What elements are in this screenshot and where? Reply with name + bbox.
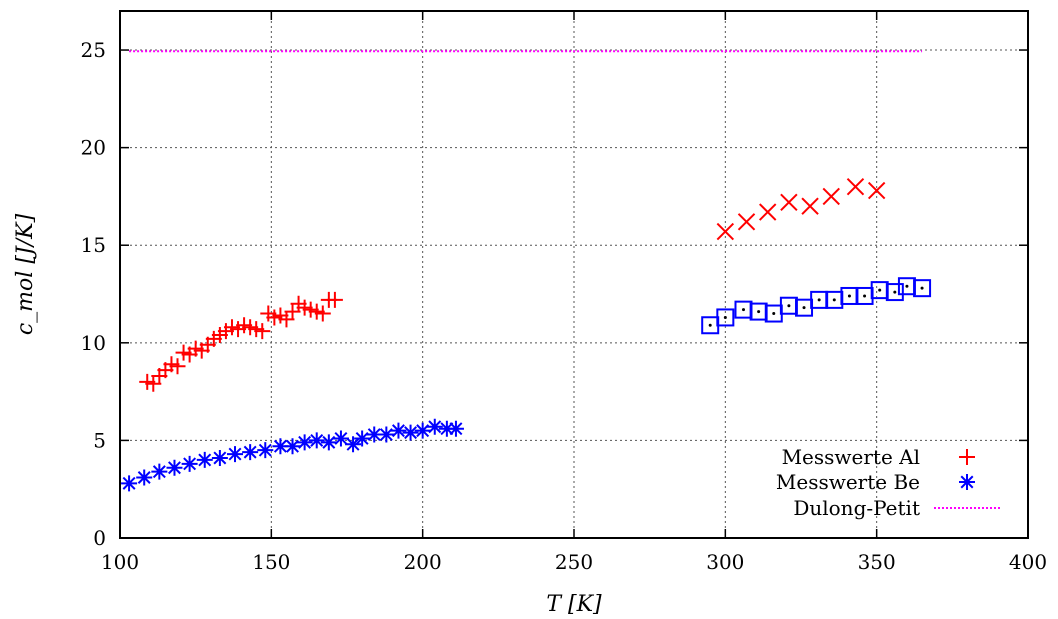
be-square-marker bbox=[897, 277, 916, 296]
square-center-dot bbox=[772, 312, 776, 316]
legend-label: Messwerte Al bbox=[782, 445, 920, 469]
be-star-marker bbox=[354, 430, 371, 447]
square-outline bbox=[885, 283, 904, 302]
al-plus-marker bbox=[314, 305, 331, 322]
square-center-dot bbox=[878, 288, 882, 292]
be-star-marker bbox=[426, 418, 443, 435]
be-star-marker bbox=[308, 432, 325, 449]
be-star-marker bbox=[227, 446, 244, 463]
al-cross-marker bbox=[867, 181, 886, 200]
be-square-marker bbox=[795, 298, 814, 317]
square-center-dot bbox=[847, 294, 851, 298]
x-tick-label: 250 bbox=[555, 550, 593, 574]
be-square-marker bbox=[734, 300, 753, 319]
be-star-marker bbox=[196, 451, 213, 468]
square-center-dot bbox=[893, 290, 897, 294]
square-center-dot bbox=[905, 284, 909, 288]
x-tick-label: 400 bbox=[1009, 550, 1047, 574]
be-star-marker bbox=[345, 436, 362, 453]
be-square-marker bbox=[870, 281, 889, 300]
square-center-dot bbox=[741, 308, 745, 312]
x-tick-label: 200 bbox=[404, 550, 442, 574]
al-plus-marker bbox=[169, 358, 186, 375]
x-tick-label: 300 bbox=[706, 550, 744, 574]
be-star-marker bbox=[136, 469, 153, 486]
al-cross-marker bbox=[716, 222, 735, 241]
be-star-marker bbox=[242, 444, 259, 461]
be-star-marker bbox=[320, 434, 337, 451]
al-cross-marker bbox=[737, 213, 756, 231]
be-star-marker bbox=[257, 442, 274, 459]
y-tick-label: 25 bbox=[81, 38, 106, 62]
al-cross-marker bbox=[846, 177, 865, 196]
square-outline bbox=[913, 279, 932, 298]
be-star-marker bbox=[378, 426, 395, 443]
square-center-dot bbox=[708, 323, 712, 327]
square-center-dot bbox=[787, 304, 791, 308]
y-tick-label: 15 bbox=[81, 233, 106, 257]
be-square-marker bbox=[779, 296, 798, 315]
axis-ticks: 100 150 200 250 300 350 400 0 5 10 15 20 25 bbox=[81, 11, 1047, 574]
al-plus-marker bbox=[254, 323, 271, 340]
x-tick-label: 100 bbox=[101, 550, 139, 574]
be-star-marker bbox=[390, 422, 407, 439]
legend-label: Dulong-Petit bbox=[793, 496, 920, 520]
be-square-marker bbox=[716, 308, 735, 327]
be-square-marker bbox=[764, 304, 783, 323]
al-plus-marker bbox=[326, 291, 343, 308]
be-star-marker bbox=[447, 420, 464, 437]
be-star-marker bbox=[438, 420, 455, 437]
square-outline bbox=[716, 308, 735, 327]
be-star-marker bbox=[272, 438, 289, 455]
be-star-marker bbox=[296, 434, 313, 451]
x-tick-label: 150 bbox=[252, 550, 290, 574]
be-star-marker bbox=[151, 463, 168, 480]
be-square-marker bbox=[749, 302, 768, 321]
square-center-dot bbox=[723, 315, 727, 319]
y-tick-label: 10 bbox=[81, 331, 106, 355]
y-tick-label: 5 bbox=[93, 428, 106, 452]
square-center-dot bbox=[802, 306, 806, 310]
be-square-marker bbox=[840, 286, 859, 305]
y-axis-label: c_mol [J/K] bbox=[13, 213, 38, 335]
be-star-marker bbox=[366, 426, 383, 443]
be-star-marker bbox=[166, 459, 183, 476]
be-star-marker bbox=[332, 430, 349, 447]
be-star-marker bbox=[121, 475, 138, 492]
al-cross-marker bbox=[822, 187, 840, 206]
square-center-dot bbox=[920, 286, 924, 290]
square-center-dot bbox=[863, 294, 867, 298]
be-square-marker bbox=[810, 290, 829, 309]
y-tick-label: 0 bbox=[93, 526, 106, 550]
al-plus-marker bbox=[959, 449, 975, 465]
gridlines bbox=[120, 11, 1028, 538]
be-square-marker bbox=[913, 279, 932, 298]
be-square-marker bbox=[855, 286, 874, 305]
be-star-marker bbox=[211, 449, 228, 466]
square-center-dot bbox=[757, 310, 761, 314]
be-star-marker bbox=[284, 438, 301, 455]
x-axis-label: T [K] bbox=[546, 592, 602, 617]
al-cross-marker bbox=[801, 197, 819, 215]
be-square-marker bbox=[825, 290, 844, 309]
al-cross-marker bbox=[780, 193, 798, 211]
legend-label: Messwerte Be bbox=[776, 470, 920, 494]
be-square-marker bbox=[885, 283, 904, 302]
be-star-marker bbox=[181, 455, 198, 472]
square-center-dot bbox=[817, 298, 821, 302]
x-tick-label: 350 bbox=[858, 550, 896, 574]
be-star-marker bbox=[414, 422, 431, 439]
y-tick-label: 20 bbox=[81, 136, 106, 160]
be-square-marker bbox=[701, 316, 720, 335]
square-center-dot bbox=[832, 298, 836, 302]
series-layer bbox=[121, 50, 932, 492]
al-cross-marker bbox=[758, 203, 777, 221]
be-star-marker bbox=[959, 474, 975, 490]
be-star-marker bbox=[402, 424, 419, 441]
